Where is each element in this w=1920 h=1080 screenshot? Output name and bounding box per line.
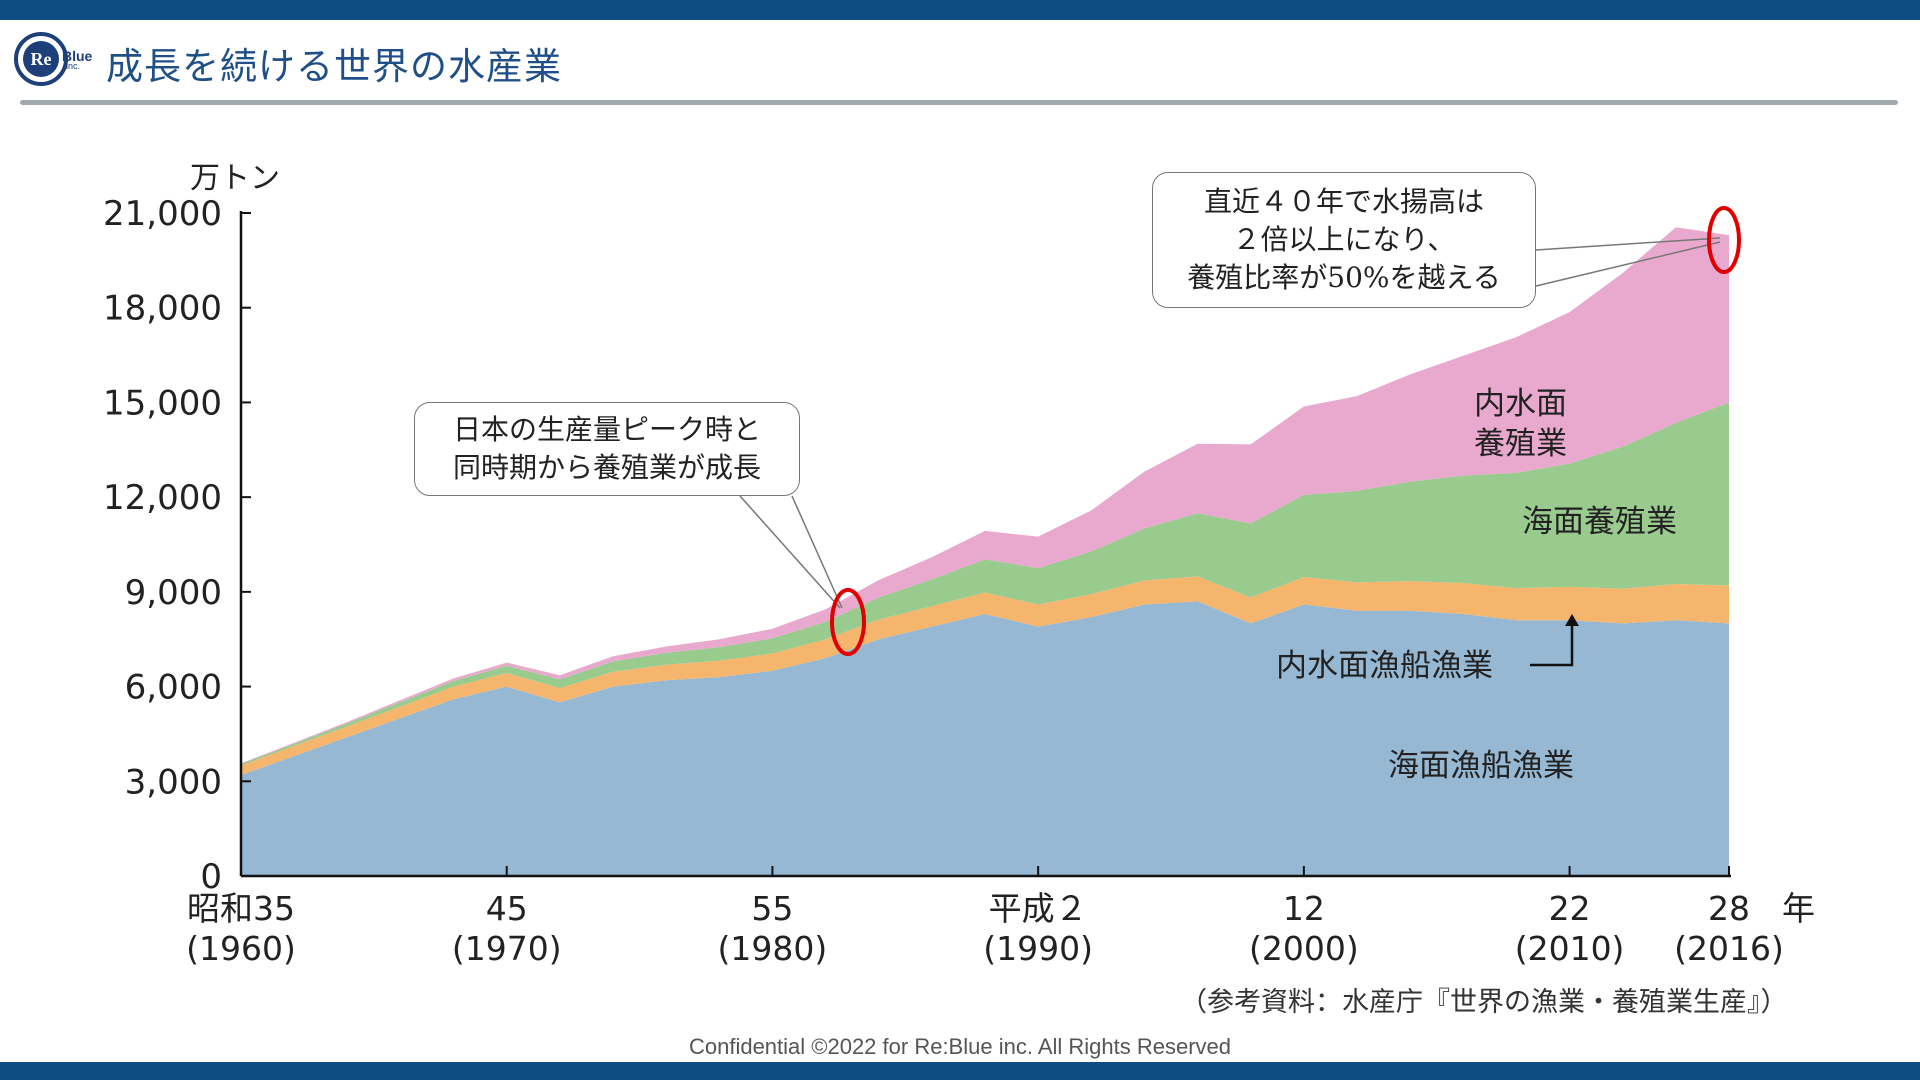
source-footnote: （参考資料：水産庁『世界の漁業・養殖業生産』） — [1180, 987, 1788, 1018]
y-tick-label: 0 — [200, 857, 222, 897]
callout-right-line-3: 養殖比率が50%を越える — [1187, 261, 1501, 294]
x-tick-sublabel: (2016) — [1674, 929, 1784, 968]
y-tick-label: 6,000 — [125, 668, 222, 708]
x-tick-sublabel: (2010) — [1515, 929, 1625, 968]
x-tick-label: 55 — [751, 889, 793, 928]
callout-left-line-1: 日本の生産量ピーク時と — [452, 413, 761, 446]
x-tick-label: 28 — [1708, 889, 1750, 928]
area-marine-capture — [241, 601, 1729, 876]
title-divider — [20, 100, 1898, 105]
callout-right-line-2: ２倍以上になり、 — [1232, 223, 1456, 256]
bottom-bar — [0, 1062, 1920, 1080]
x-tick-label: 昭和35 — [187, 889, 295, 928]
callout-right: 直近４０年で水揚高は ２倍以上になり、 養殖比率が50%を越える — [1152, 172, 1536, 308]
y-tick-label: 12,000 — [103, 478, 222, 518]
x-tick-sublabel: (1970) — [452, 929, 562, 968]
inland-capture-arrowhead — [1565, 614, 1579, 626]
y-tick-label: 21,000 — [103, 194, 222, 234]
series-label-marine-aquaculture: 海面養殖業 — [1522, 504, 1677, 540]
x-tick-label: 45 — [486, 889, 528, 928]
y-tick-label: 3,000 — [125, 762, 222, 802]
x-tick-label: 12 — [1283, 889, 1325, 928]
area-inland-capture — [241, 576, 1729, 775]
highlight-circle-peak — [830, 588, 866, 656]
y-tick-label: 18,000 — [103, 289, 222, 329]
area-marine-aquaculture — [241, 402, 1729, 766]
top-bar — [0, 0, 1920, 20]
x-tick-sublabel: (2000) — [1249, 929, 1359, 968]
highlight-circle-latest — [1707, 206, 1741, 274]
y-tick-label: 9,000 — [125, 573, 222, 613]
x-tick-label: 平成２ — [989, 889, 1088, 928]
callout-left: 日本の生産量ピーク時と 同時期から養殖業が成長 — [414, 402, 800, 496]
x-tick-sublabel: (1980) — [718, 929, 828, 968]
x-tick-sublabel: (1990) — [983, 929, 1093, 968]
y-unit-label: 万トン — [190, 161, 280, 196]
callout-left-pointer — [739, 495, 843, 609]
callout-right-line-1: 直近４０年で水揚高は — [1203, 185, 1484, 218]
y-tick-label: 15,000 — [103, 383, 222, 423]
series-label-inland-capture: 内水面漁船漁業 — [1276, 648, 1493, 684]
page-title: 成長を続ける世界の水産業 — [106, 45, 562, 88]
logo-mark: Re — [23, 41, 59, 77]
x-tick-label: 22 — [1549, 889, 1591, 928]
series-label-inland-aquaculture-2: 養殖業 — [1474, 426, 1567, 462]
series-label-inland-aquaculture: 内水面 — [1474, 386, 1567, 422]
x-unit-label: 年 — [1782, 889, 1815, 928]
logo-wordmark: Blue inc. — [62, 48, 92, 71]
x-tick-sublabel: (1960) — [186, 929, 296, 968]
series-label-marine-capture: 海面漁船漁業 — [1388, 748, 1574, 784]
confidential-footer: Confidential ©2022 for Re:Blue inc. All … — [688, 1034, 1232, 1059]
inland-capture-pointer — [1530, 622, 1574, 667]
logo-sub-text: inc. — [66, 61, 81, 71]
logo-tag-text: Blue — [62, 48, 93, 64]
callout-right-pointer — [1535, 237, 1721, 287]
callout-left-line-2: 同時期から養殖業が成長 — [452, 451, 761, 484]
company-logo: Re — [14, 32, 68, 86]
